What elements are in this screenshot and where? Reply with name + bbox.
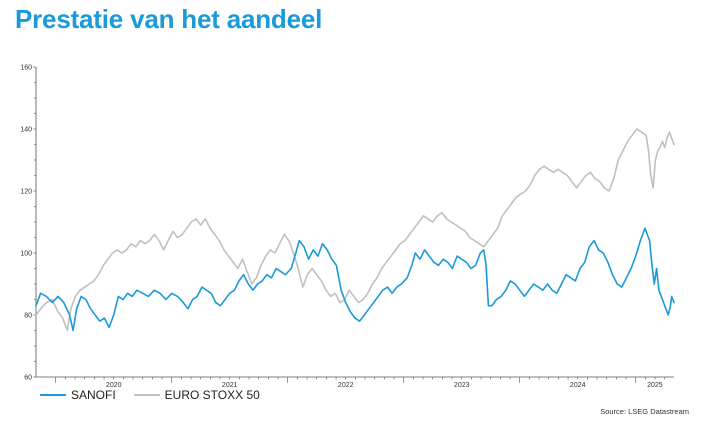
x-tick-label: 2021: [222, 382, 238, 389]
x-tick-label: 2022: [338, 382, 354, 389]
legend-item-eurostoxx: EURO STOXX 50: [133, 388, 260, 402]
legend-swatch-eurostoxx: [133, 394, 160, 396]
y-tick-label: 120: [20, 189, 32, 196]
chart-axes: 60 80 100 120 140 160 2020 2021 2022 2023 2024 2025: [20, 65, 674, 389]
legend-swatch-sanofi: [40, 394, 66, 396]
y-tick-label: 80: [24, 313, 32, 320]
x-tick-label: 2020: [106, 382, 122, 389]
page-title: Prestatie van het aandeel: [15, 4, 323, 34]
y-tick-label: 140: [20, 127, 32, 134]
legend-item-sanofi: SANOFI: [40, 388, 116, 402]
x-tick-label: 2024: [570, 382, 586, 389]
legend-label-sanofi: SANOFI: [71, 388, 116, 402]
chart-series: [35, 128, 675, 332]
x-tick-label: 2023: [454, 382, 470, 389]
y-tick-label: 100: [20, 251, 32, 258]
legend-label-eurostoxx: EURO STOXX 50: [164, 388, 260, 402]
series-line-sanofi: [35, 227, 675, 332]
y-tick-label: 60: [24, 375, 32, 382]
source-note: Source: LSEG Datastream: [600, 407, 689, 416]
chart-legend: SANOFI EURO STOXX 50: [40, 388, 278, 402]
y-tick-label: 160: [20, 65, 32, 72]
x-tick-label: 2025: [647, 382, 663, 389]
series-line-euro-stoxx-50: [35, 128, 675, 332]
